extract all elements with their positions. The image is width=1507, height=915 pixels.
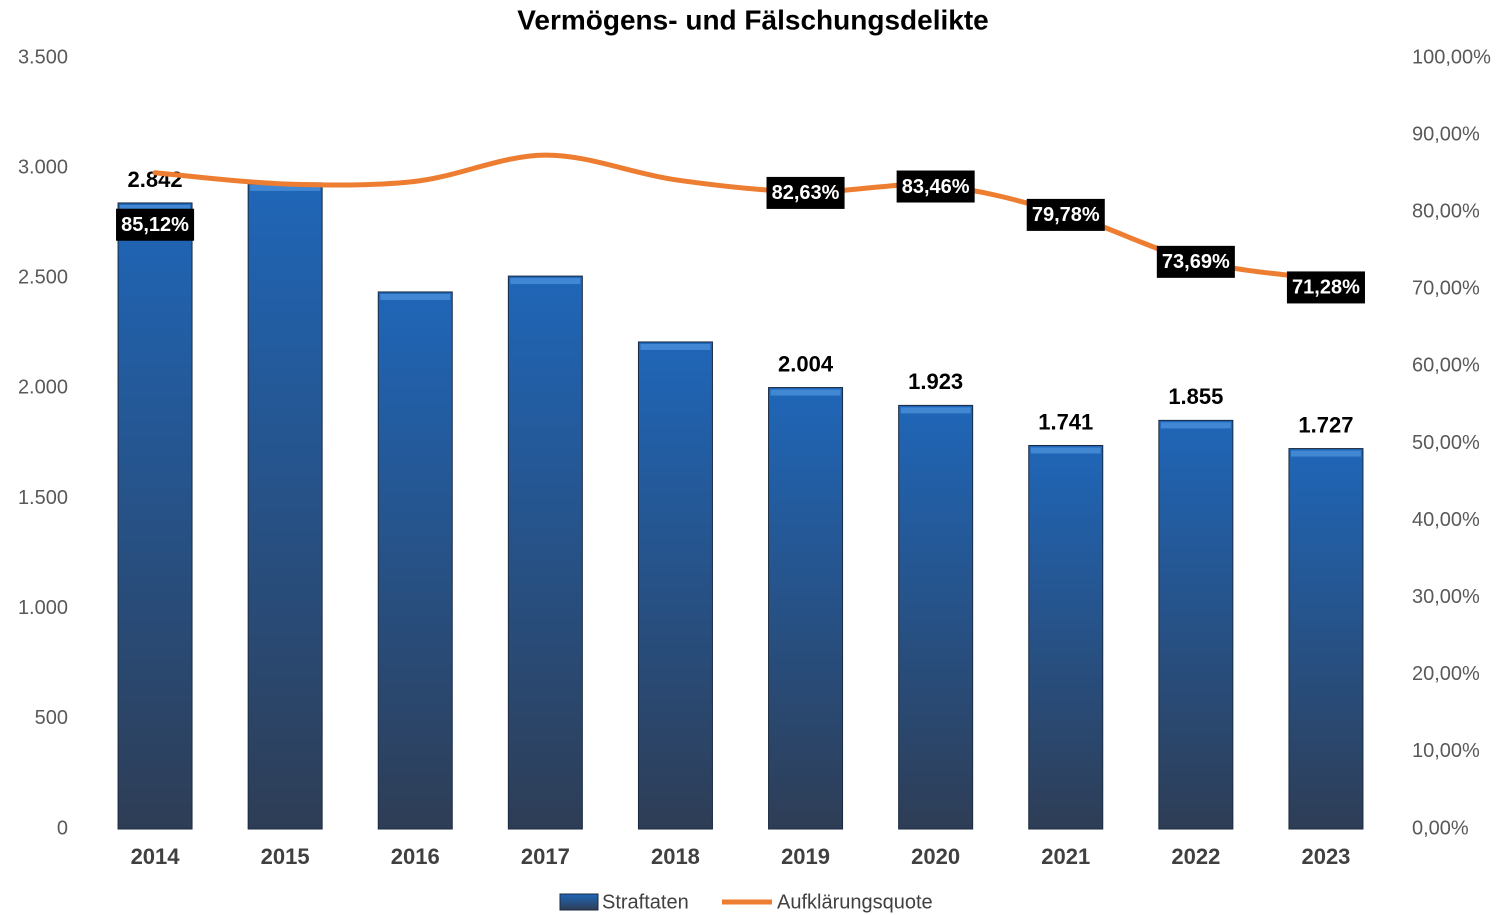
line-label-box [1156, 245, 1235, 278]
line-value-label: 79,78% [1032, 204, 1100, 226]
x-tick-label: 2014 [131, 844, 181, 869]
x-tick-label: 2017 [521, 844, 570, 869]
x-tick-label: 2015 [261, 844, 310, 869]
bar [1158, 419, 1234, 830]
y2-tick-label: 30,00% [1412, 586, 1480, 608]
line-label-box [1286, 271, 1365, 304]
bar [247, 182, 323, 830]
y2-tick-label: 90,00% [1412, 123, 1480, 145]
line-label-box [116, 208, 195, 241]
bar-top [510, 278, 581, 285]
line-label-box [1026, 198, 1105, 231]
y-tick-label: 0 [57, 817, 68, 839]
y2-tick-label: 20,00% [1412, 663, 1480, 685]
y2-tick-label: 80,00% [1412, 200, 1480, 222]
y2-tick-label: 100,00% [1412, 46, 1491, 68]
y2-tick-label: 40,00% [1412, 509, 1480, 531]
x-tick-label: 2016 [391, 844, 440, 869]
line-value-label: 82,63% [772, 182, 840, 204]
bar-top [1160, 422, 1231, 429]
y2-tick-label: 70,00% [1412, 278, 1480, 300]
legend-label: Aufklärungsquote [777, 891, 933, 913]
x-tick-label: 2020 [911, 844, 960, 869]
y-tick-label: 2.000 [18, 377, 68, 399]
bar [117, 202, 193, 830]
line-value-label: 71,28% [1292, 277, 1360, 299]
bar-value-label: 1.923 [908, 369, 963, 394]
line-label-box [766, 176, 845, 209]
y2-tick-label: 10,00% [1412, 740, 1480, 762]
bar [1028, 444, 1104, 830]
bar-top [1030, 447, 1101, 454]
y-tick-label: 500 [35, 707, 68, 729]
line-value-label: 83,46% [902, 176, 970, 198]
y-tick-label: 1.000 [18, 597, 68, 619]
line [152, 152, 1329, 282]
line-value-label: 85,12% [121, 214, 189, 236]
bar-top [770, 389, 841, 396]
bar [768, 387, 844, 830]
line-value-label: 73,69% [1162, 251, 1230, 273]
bar [1288, 448, 1364, 830]
legend-swatch [559, 893, 599, 911]
chart-title: Vermögens- und Fälschungsdelikte [517, 4, 988, 35]
bar [637, 341, 713, 830]
y-tick-label: 3.000 [18, 156, 68, 178]
y2-tick-label: 60,00% [1412, 355, 1480, 377]
bar-top [1290, 450, 1361, 457]
y2-tick-label: 0,00% [1412, 817, 1469, 839]
bar-value-label: 1.727 [1298, 412, 1353, 437]
y-tick-label: 2.500 [18, 267, 68, 289]
bar-value-label: 2.004 [778, 351, 834, 376]
y-tick-label: 3.500 [18, 46, 68, 68]
x-tick-label: 2018 [651, 844, 700, 869]
line-label-box [896, 170, 975, 203]
bar-top [900, 407, 971, 414]
y-tick-label: 1.500 [18, 487, 68, 509]
x-tick-label: 2019 [781, 844, 830, 869]
bar-value-label: 1.741 [1038, 409, 1093, 434]
x-tick-label: 2023 [1301, 844, 1350, 869]
bar [377, 291, 453, 830]
bar-top [640, 343, 711, 350]
x-tick-label: 2022 [1171, 844, 1220, 869]
bar-top [120, 204, 191, 211]
bar-top [250, 184, 321, 191]
bar-top [380, 293, 451, 300]
x-tick-label: 2021 [1041, 844, 1090, 869]
bar [898, 404, 974, 830]
y2-tick-label: 50,00% [1412, 432, 1480, 454]
bar-value-label: 1.855 [1168, 384, 1223, 409]
legend-label: Straftaten [602, 891, 689, 913]
bar [507, 275, 583, 830]
